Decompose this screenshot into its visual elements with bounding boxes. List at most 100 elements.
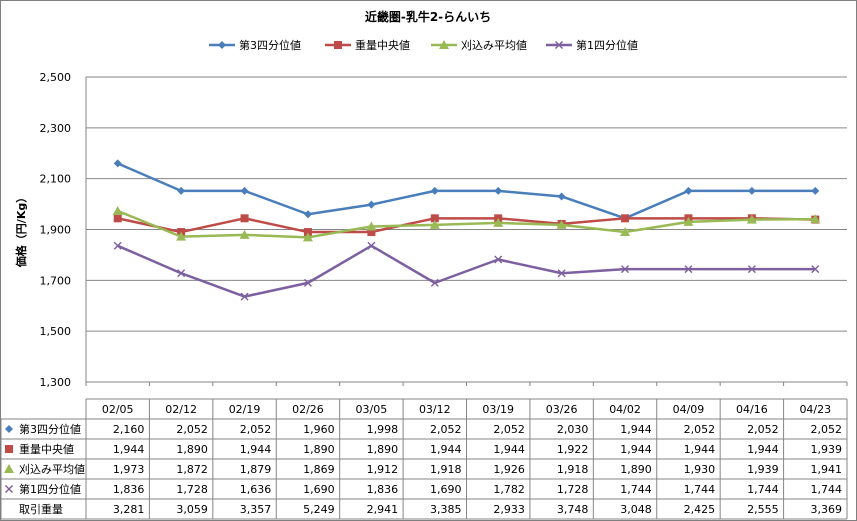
data-label: 1,939 xyxy=(747,463,779,476)
data-point xyxy=(556,219,567,229)
data-label: 1,636 xyxy=(240,483,272,496)
x-tick-label: 04/09 xyxy=(673,403,705,416)
data-point xyxy=(303,210,312,219)
data-label: 1,782 xyxy=(493,483,525,496)
legend-entry: 刈込み平均値 xyxy=(431,39,527,52)
data-point xyxy=(621,214,630,223)
data-label: 1,944 xyxy=(430,443,462,456)
data-label: 2,555 xyxy=(747,503,779,516)
data-label: 1,890 xyxy=(620,463,652,476)
series-group xyxy=(113,241,820,301)
series-group xyxy=(112,205,821,242)
x-tick-label: 04/23 xyxy=(799,403,831,416)
data-label: 1,744 xyxy=(747,483,779,496)
data-label: 3,369 xyxy=(811,503,843,516)
data-point xyxy=(367,228,376,237)
data-label: 2,052 xyxy=(811,423,843,436)
table-row-label: 第3四分位値 xyxy=(19,422,81,436)
data-label: 1,939 xyxy=(811,443,843,456)
data-label: 3,748 xyxy=(557,503,589,516)
legend-label: 第3四分位値 xyxy=(239,38,301,52)
data-label: 1,973 xyxy=(113,463,145,476)
data-label: 2,030 xyxy=(557,423,589,436)
y-tick-label: 1,700 xyxy=(40,274,72,287)
data-label: 1,836 xyxy=(113,483,145,496)
series-line xyxy=(117,209,816,239)
table-marker xyxy=(4,464,14,473)
table-marker xyxy=(5,445,13,453)
data-label: 2,052 xyxy=(176,423,208,436)
x-tick-label: 02/05 xyxy=(102,403,134,416)
x-tick-label: 03/19 xyxy=(482,403,514,416)
y-tick-label: 1,300 xyxy=(40,376,72,389)
data-point xyxy=(430,278,439,287)
y-tick-label: 2,300 xyxy=(40,122,72,135)
data-point xyxy=(366,221,377,231)
data-point xyxy=(620,227,631,237)
series-group xyxy=(113,214,820,237)
data-label: 1,922 xyxy=(557,443,589,456)
data-point xyxy=(112,205,123,215)
data-point xyxy=(493,217,504,227)
data-label: 1,744 xyxy=(684,483,716,496)
data-point xyxy=(683,216,694,226)
data-label: 1,890 xyxy=(367,443,399,456)
data-label: 3,385 xyxy=(430,503,462,516)
data-label: 1,960 xyxy=(303,423,335,436)
data-point xyxy=(557,269,566,278)
data-point xyxy=(113,241,122,250)
data-point xyxy=(303,228,312,237)
data-label: 1,944 xyxy=(113,443,145,456)
data-point xyxy=(429,219,440,229)
data-label: 1,998 xyxy=(367,423,399,436)
x-tick-label: 04/16 xyxy=(736,403,768,416)
data-point xyxy=(302,232,313,242)
data-point xyxy=(239,229,250,239)
data-point xyxy=(430,214,439,223)
data-label: 1,890 xyxy=(176,443,208,456)
data-label: 1,912 xyxy=(367,463,399,476)
y-axis-label: 価格（円/Kg） xyxy=(14,192,28,268)
y-tick-label: 2,100 xyxy=(40,173,72,186)
data-label: 1,744 xyxy=(811,483,843,496)
series-line xyxy=(117,244,816,298)
data-point xyxy=(494,255,503,264)
data-point xyxy=(367,200,376,209)
data-point xyxy=(557,192,566,201)
data-point xyxy=(430,186,439,195)
data-label: 3,357 xyxy=(240,503,272,516)
data-label: 1,930 xyxy=(684,463,716,476)
legend-entry: 第3四分位値 xyxy=(209,38,301,52)
series-group xyxy=(113,159,820,223)
data-label: 2,933 xyxy=(493,503,525,516)
legend-label: 刈込み平均値 xyxy=(461,39,527,52)
data-point xyxy=(621,265,630,274)
data-point xyxy=(240,292,249,301)
x-tick-label: 03/12 xyxy=(419,403,451,416)
data-label: 1,918 xyxy=(557,463,589,476)
data-point xyxy=(746,214,757,224)
series-line xyxy=(117,217,816,234)
data-point xyxy=(303,278,312,287)
data-point xyxy=(684,265,693,274)
data-point xyxy=(177,269,186,278)
data-label: 2,052 xyxy=(240,423,272,436)
data-point xyxy=(810,214,821,224)
data-label: 1,944 xyxy=(684,443,716,456)
data-label: 1,918 xyxy=(430,463,462,476)
data-label: 1,926 xyxy=(493,463,525,476)
data-label: 1,728 xyxy=(176,483,208,496)
data-point xyxy=(240,214,249,223)
data-label: 1,879 xyxy=(240,463,272,476)
data-point xyxy=(177,186,186,195)
legend-entry: 重量中央値 xyxy=(325,38,410,52)
legend-marker xyxy=(555,41,563,49)
table-row-label: 第1四分位値 xyxy=(19,482,81,496)
data-label: 5,249 xyxy=(303,503,335,516)
table-row-label: 刈込み平均値 xyxy=(19,463,85,476)
table-marker xyxy=(5,425,13,433)
legend-label: 重量中央値 xyxy=(355,38,410,52)
data-label: 2,160 xyxy=(113,423,145,436)
data-point xyxy=(747,186,756,195)
